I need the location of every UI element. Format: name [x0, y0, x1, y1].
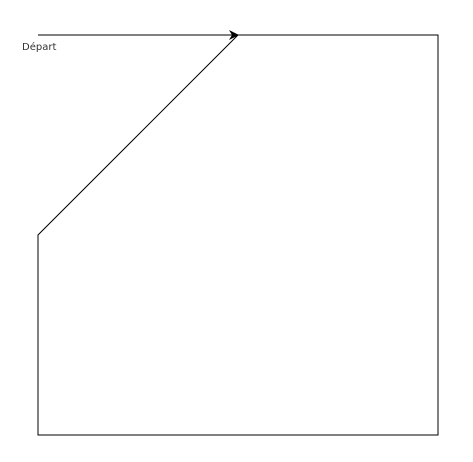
arrowhead-icon [229, 30, 239, 40]
start-label: Départ [22, 41, 56, 53]
route-outline [37, 34, 439, 436]
